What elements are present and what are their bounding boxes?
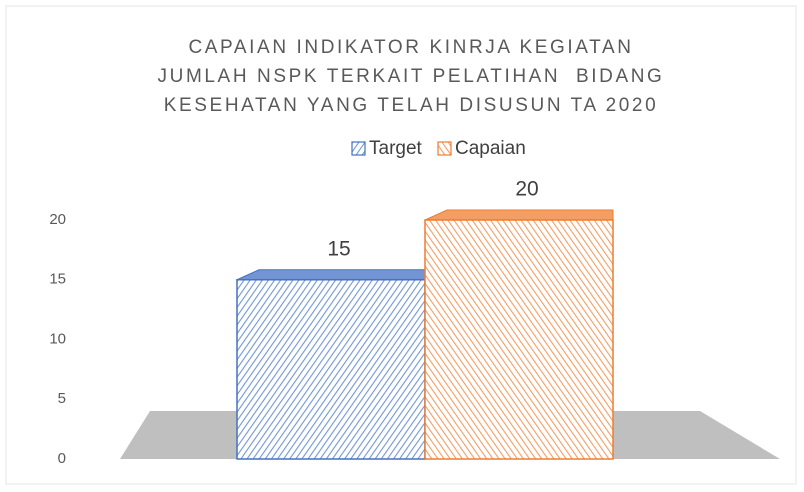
chart-title: CAPAIAN INDIKATOR KINRJA KEGIATAN <box>188 37 633 58</box>
legend-swatch <box>351 141 366 156</box>
data-label: 15 <box>327 237 350 260</box>
legend-label: Capaian <box>455 138 526 159</box>
bar-top <box>424 209 614 221</box>
legend-label: Target <box>369 138 423 159</box>
y-tick-label: 10 <box>49 330 66 347</box>
chart-title: KESEHATAN YANG TELAH DISUSUN TA 2020 <box>164 95 659 116</box>
y-tick-label: 15 <box>49 271 66 288</box>
data-label: 20 <box>515 178 538 201</box>
y-tick-label: 5 <box>58 390 66 407</box>
chart-title: JUMLAH NSPK TERKAIT PELATIHAN BIDANG <box>158 66 665 87</box>
y-tick-label: 20 <box>49 211 66 228</box>
bar-top <box>236 269 426 281</box>
bar <box>424 219 614 460</box>
bar <box>236 279 426 460</box>
y-tick-label: 0 <box>58 450 66 467</box>
legend-swatch <box>437 141 452 156</box>
